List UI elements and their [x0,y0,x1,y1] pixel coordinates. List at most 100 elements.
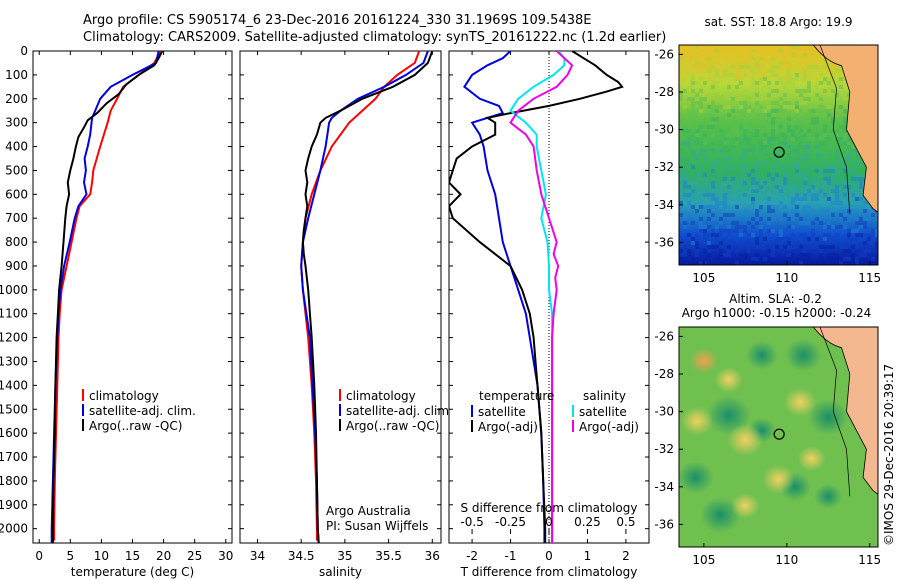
s-tick-label: 0 [545,515,553,529]
x-tick-label: 35.5 [375,549,402,563]
x-tick-label: 110 [775,553,798,567]
map-frame [678,326,879,548]
isobath-line [819,327,851,497]
x-tick-label: 20 [156,549,171,563]
y-tick-label: 1200 [0,331,28,345]
legend-label: Argo(..raw -QC) [89,419,182,433]
y-tick-label: -36 [654,517,674,531]
x-tick-label: 5 [66,549,74,563]
x-tick-label: 34.5 [288,549,315,563]
y-tick-label: 2000 [0,522,28,536]
x-tick-label: 35 [337,549,352,563]
sla-anomaly [785,339,822,372]
y-tick-label: 1300 [0,354,28,368]
sla-anomaly [714,367,743,393]
y-tick-label: -26 [654,329,674,343]
sla-anomaly [689,348,718,374]
x-tick-label: 110 [775,271,798,285]
y-tick-label: 1900 [0,498,28,512]
legend-label: satellite-adj. clim. [89,404,196,418]
panel-note-argo: Argo Australia [326,504,411,518]
x-tick-label: 0 [545,549,553,563]
x-tick-label: 105 [692,271,715,285]
sla-anomaly [679,461,714,494]
x-tick-label: 10 [94,549,109,563]
x-tick-label: 36 [425,549,440,563]
sla-anomaly [681,406,714,436]
s-tick-label: -0.5 [460,515,483,529]
panel-note-pi: PI: Susan Wijffels [326,519,428,533]
legend-label: satellite-adj. clim. [346,404,453,418]
legend-label: satellite [478,405,526,419]
sla-anomaly [745,340,778,370]
x-tick-label: 15 [125,549,140,563]
x-axis-label: salinity [319,565,362,579]
legend-label: climatology [89,389,159,403]
x-tick-label: 30 [218,549,233,563]
y-tick-label: -28 [654,85,674,99]
y-tick-label: -32 [654,442,674,456]
sla-anomaly [731,493,760,519]
legend-label: Argo(..raw -QC) [346,419,439,433]
title-line-1: Argo profile: CS 5905174_6 23-Dec-2016 2… [83,13,592,28]
x-tick-label: 1 [584,549,592,563]
series-line-satellite-adj-clim- [300,51,429,543]
legend-title: temperature [479,389,554,403]
x-tick-label: 105 [692,553,715,567]
y-tick-label: 500 [5,163,28,177]
y-tick-label: 1700 [0,450,28,464]
plot-frame [239,50,442,544]
land-mass [812,45,878,213]
y-tick-label: -34 [654,198,674,212]
y-tick-label: 100 [5,68,28,82]
x-tick-label: 34 [250,549,265,563]
legend-label: satellite [579,405,627,419]
isobath-line [819,45,851,215]
y-tick-label: 0 [20,44,28,58]
x-tick-label: -2 [466,549,478,563]
y-tick-label: -32 [654,160,674,174]
y-tick-label: -30 [654,123,674,137]
series-line-argo-raw-qc- [51,51,164,543]
y-tick-label: 700 [5,211,28,225]
map-frame [678,44,879,266]
y-tick-label: 400 [5,140,28,154]
legend-label: Argo(-adj) [579,420,639,434]
y-tick-label: 1800 [0,474,28,488]
y-tick-label: -36 [654,235,674,249]
map-sla: 105 110 115 -26 -28 -30 -32 -34 -36 Altim. SLA: -… [654,292,881,567]
sla-anomaly [814,483,843,509]
sla-anomaly [784,387,817,417]
sla-anomaly [797,446,826,472]
x-axis-label: temperature (deg C) [71,565,194,579]
s-axis-label: S difference from climatology [461,501,638,515]
x-tick-label: 25 [187,549,202,563]
y-tick-label: 900 [5,259,28,273]
map-subtitle: Argo h1000: -0.15 h2000: -0.24 [682,306,872,320]
y-tick-label: 1100 [0,307,28,321]
sla-anomaly [727,423,764,457]
map-title: sat. SST: 18.8 Argo: 19.9 [704,15,852,29]
sla-anomaly [700,497,741,534]
argo-position-marker [773,428,785,440]
x-axis-label: T difference from climatology [460,565,638,579]
x-tick-label: 2 [622,549,630,563]
y-tick-label: -28 [654,367,674,381]
y-tick-label: 1600 [0,426,28,440]
legend-title: salinity [583,389,626,403]
title-line-2: Climatology: CARS2009. Satellite-adjuste… [83,30,667,45]
y-tick-label: -34 [654,480,674,494]
y-tick-label: 1000 [0,283,28,297]
sla-anomaly [762,464,795,494]
credit-text: ©IMOS 29-Dec-2016 20:39:17 [882,364,896,546]
y-tick-label: 200 [5,92,28,106]
argo-position-marker [773,146,785,158]
x-tick-label: -1 [505,549,517,563]
panel-salinity: 34 34.5 35 35.5 36 salinity climatologysatelli… [239,50,453,579]
legend-label: climatology [346,389,416,403]
s-tick-label: -0.25 [495,515,526,529]
map-sst: 105 110 115 -26 -28 -30 -32 -34 -36 sat. SST: 18.… [654,15,881,285]
panel-difference: -2 -1 0 1 2 T difference from climatology -0.5… [448,50,650,579]
map-title: Altim. SLA: -0.2 [729,292,822,306]
